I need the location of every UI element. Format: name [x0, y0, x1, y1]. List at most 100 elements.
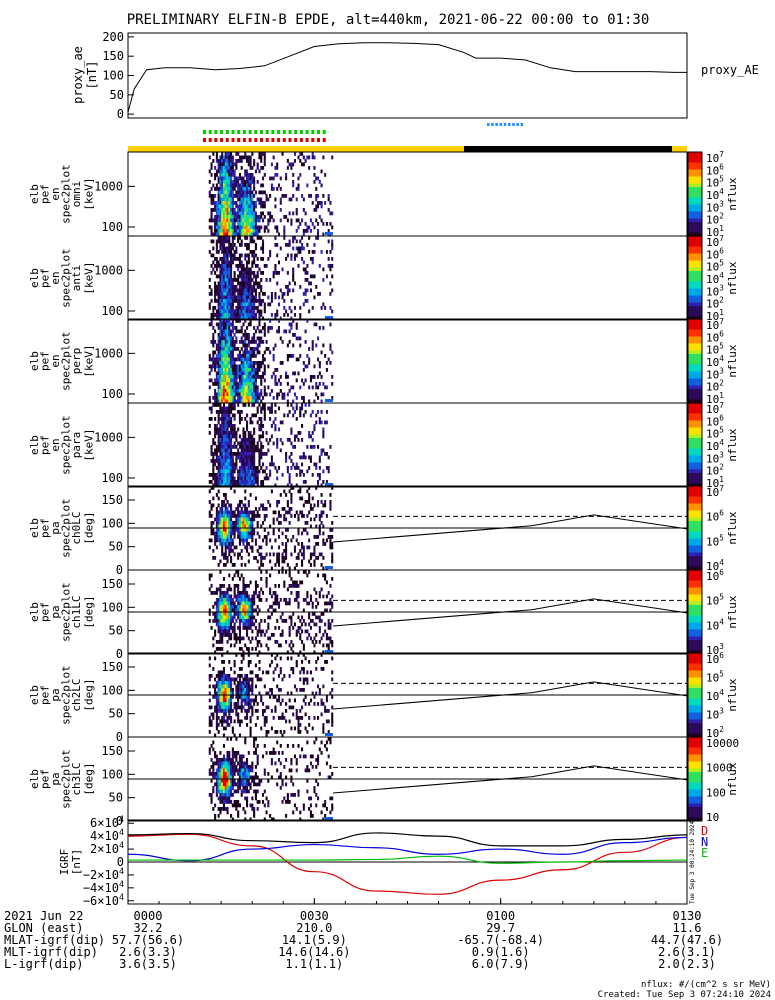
- heatmap-cell: [283, 313, 286, 317]
- heatmap-cell: [324, 500, 327, 504]
- heatmap-cell: [251, 709, 254, 713]
- heatmap-cell: [320, 552, 323, 557]
- heatmap-cell: [226, 521, 229, 525]
- heatmap-cell: [315, 486, 318, 490]
- heatmap-cell: [222, 469, 226, 474]
- heatmap-cell: [219, 473, 222, 477]
- coverage-mark-green: [265, 130, 269, 134]
- heatmap-cell: [304, 288, 307, 293]
- heatmap-cell: [226, 378, 229, 383]
- heatmap-cell: [311, 274, 314, 279]
- heatmap-cell: [251, 271, 254, 275]
- heatmap-cell: [210, 201, 213, 205]
- heatmap-cell: [253, 368, 256, 372]
- heatmap-cell: [217, 322, 220, 327]
- heatmap-cell: [215, 684, 218, 689]
- heatmap-cell: [231, 406, 234, 411]
- heatmap-cell: [233, 587, 236, 592]
- heatmap-cell: [304, 378, 307, 383]
- heatmap-cell: [249, 417, 252, 421]
- heatmap-cell: [208, 480, 211, 484]
- heatmap-cell: [228, 292, 231, 296]
- heatmap-cell: [256, 396, 259, 400]
- heatmap-cell: [221, 716, 224, 720]
- heatmap-cell: [222, 503, 226, 508]
- heatmap-cell: [235, 709, 238, 713]
- pitch-panel-2-colorbar-cell: [688, 580, 702, 585]
- heatmap-cell: [219, 452, 222, 456]
- heatmap-cell: [231, 218, 234, 223]
- heatmap-cell: [327, 469, 330, 474]
- heatmap-cell: [267, 326, 270, 330]
- heatmap-cell: [208, 378, 211, 383]
- heatmap-cell: [249, 438, 252, 442]
- heatmap-cell: [233, 399, 236, 404]
- heatmap-cell: [288, 322, 291, 327]
- heatmap-cell: [311, 691, 314, 696]
- heatmap-cell: [221, 445, 224, 449]
- heatmap-cell: [261, 183, 265, 188]
- heatmap-cell: [253, 459, 256, 463]
- pitch-panel-3-units: [deg]: [83, 678, 96, 711]
- heatmap-cell: [238, 194, 241, 198]
- energy-panel-1-label: spec2plot: [60, 164, 73, 224]
- energy-panel-1-ytick-label: 1000: [94, 179, 123, 193]
- heatmap-cell: [235, 594, 238, 599]
- heatmap-cell: [222, 183, 226, 188]
- heatmap-cell: [215, 712, 218, 717]
- heatmap-cell: [256, 399, 259, 404]
- heatmap-cell: [224, 459, 227, 463]
- heatmap-cell: [325, 250, 328, 254]
- energy-panel-4-colorbar-tick: 104: [706, 438, 724, 453]
- heatmap-cell: [247, 636, 250, 641]
- heatmap-cell: [217, 399, 220, 404]
- heatmap-cell: [221, 698, 224, 703]
- heatmap-cell: [228, 684, 231, 689]
- heatmap-cell: [230, 452, 233, 456]
- heatmap-cell: [226, 313, 229, 317]
- heatmap-cell: [290, 459, 293, 463]
- heatmap-cell: [221, 239, 224, 244]
- heatmap-cell: [235, 176, 238, 181]
- heatmap-cell: [331, 375, 334, 379]
- heatmap-cell: [226, 469, 229, 474]
- heatmap-cell: [224, 225, 227, 230]
- heatmap-cell: [302, 619, 305, 623]
- heatmap-cell: [221, 431, 224, 435]
- heatmap-cell: [272, 521, 275, 525]
- energy-panel-1-colorbar-tick: 106: [706, 162, 724, 177]
- heatmap-cell: [224, 448, 227, 453]
- heatmap-cell: [261, 503, 265, 508]
- heatmap-cell: [230, 361, 233, 365]
- heatmap-cell: [219, 800, 222, 804]
- heatmap-cell: [219, 313, 222, 317]
- heatmap-cell: [219, 709, 222, 713]
- heatmap-cell: [240, 368, 243, 372]
- pitch-panel-1-colorbar-cell: [688, 524, 702, 529]
- heatmap-cell: [215, 622, 218, 627]
- heatmap-cell: [230, 183, 233, 188]
- heatmap-cell: [256, 236, 259, 240]
- heatmap-cell: [231, 688, 234, 692]
- heatmap-cell: [242, 524, 245, 529]
- heatmap-cell: [293, 333, 296, 337]
- heatmap-cell: [230, 677, 233, 682]
- heatmap-cell: [295, 483, 298, 488]
- heatmap-cell: [219, 605, 222, 609]
- heatmap-cell: [217, 166, 220, 170]
- heatmap-cell: [221, 316, 224, 321]
- heatmap-cell: [258, 350, 261, 355]
- heatmap-cell: [242, 201, 245, 205]
- heatmap-cell: [267, 347, 270, 351]
- heatmap-cell: [237, 382, 240, 386]
- heatmap-cell: [263, 350, 266, 355]
- heatmap-cell: [292, 580, 295, 585]
- heatmap-cell: [222, 319, 226, 323]
- heatmap-cell: [238, 552, 241, 557]
- heatmap-cell: [308, 493, 311, 497]
- heatmap-cell: [302, 399, 305, 404]
- heatmap-cell: [253, 438, 256, 442]
- heatmap-cell: [244, 507, 247, 511]
- shadow-bar: [464, 146, 672, 152]
- heatmap-cell: [230, 431, 233, 435]
